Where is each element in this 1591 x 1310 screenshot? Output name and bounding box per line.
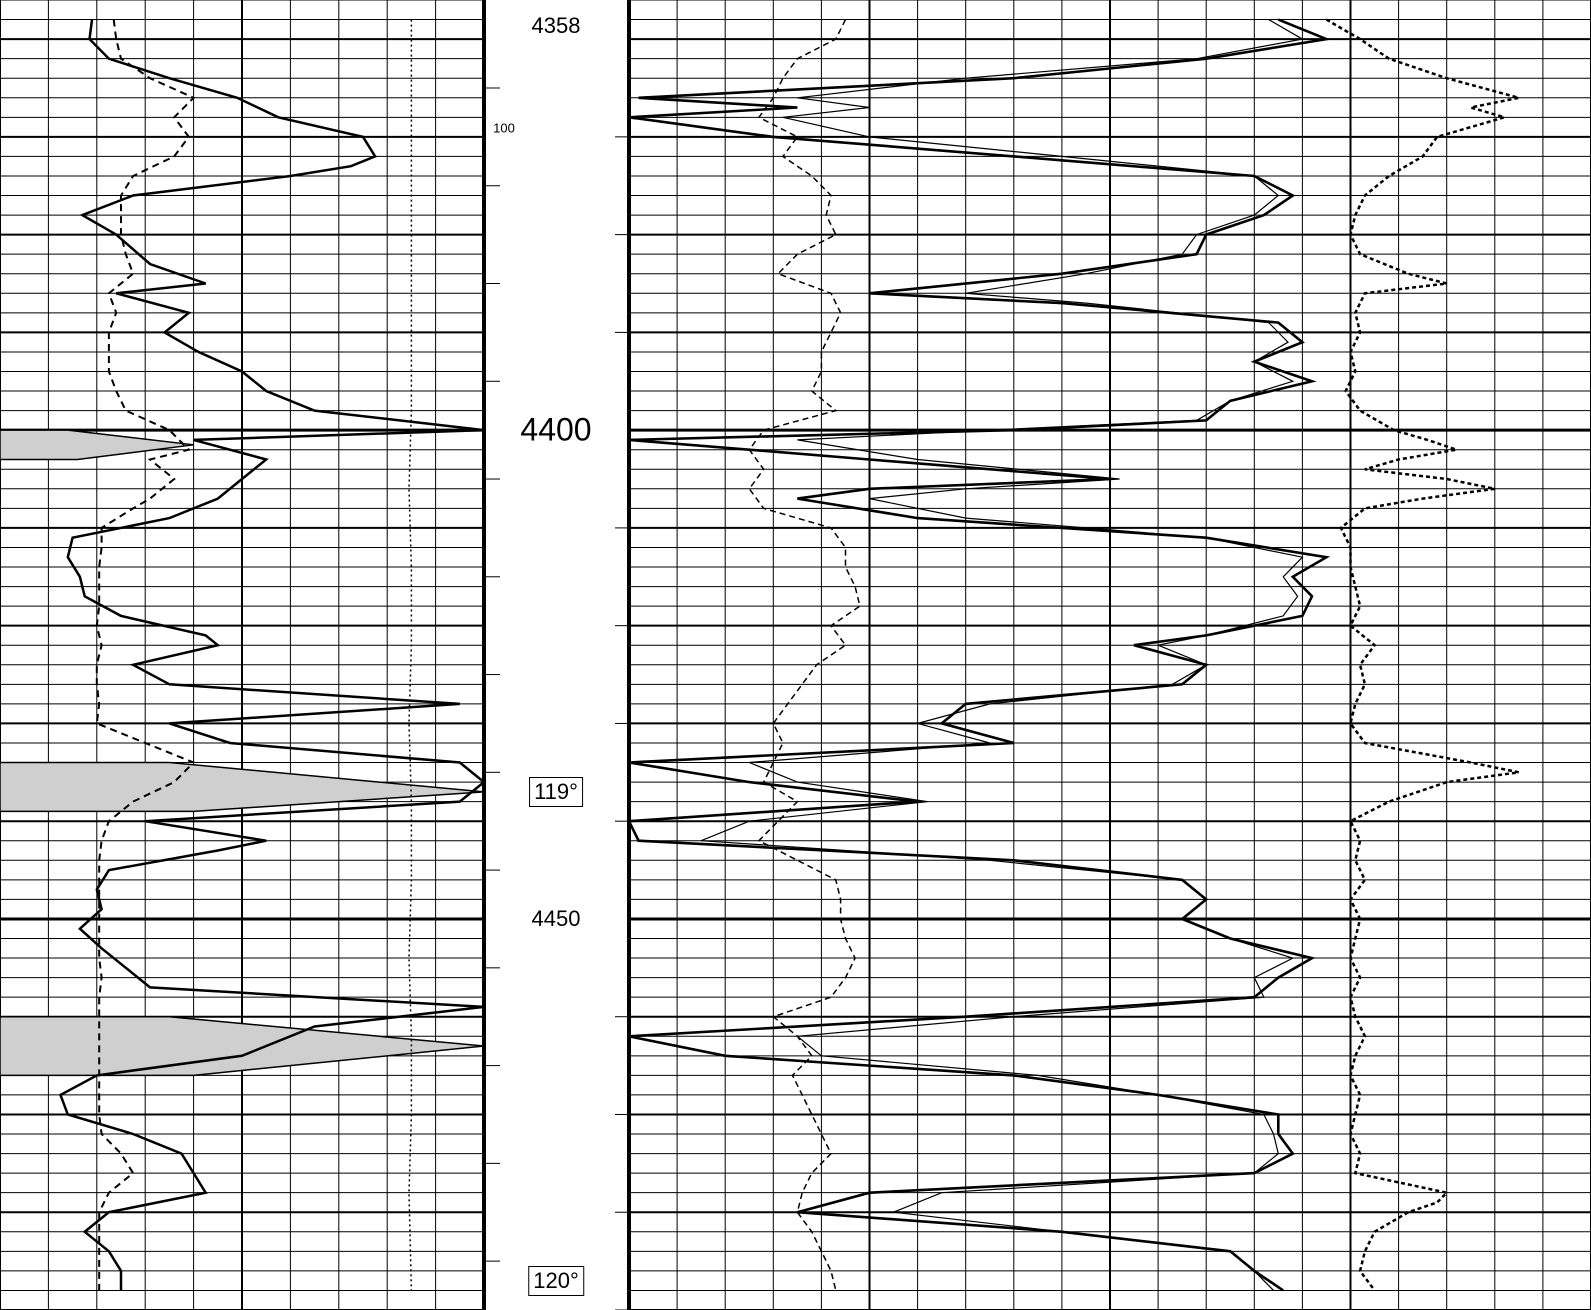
track-1-shaded-zones <box>0 429 485 1077</box>
track-1-grid <box>0 0 485 1310</box>
track2-heavy-curve <box>626 18 1332 1292</box>
shaded-zone <box>0 1015 485 1077</box>
depth-ticks <box>484 87 629 1310</box>
track-1-curves <box>58 19 486 1291</box>
track1-solid-curve <box>58 19 486 1291</box>
scale-label: 100 <box>493 120 515 136</box>
depth-label-4400: 4400 <box>520 411 592 448</box>
shaded-zone <box>0 761 485 813</box>
temperature-label: 120° <box>528 1265 584 1296</box>
depth-label-4450: 4450 <box>531 905 581 931</box>
track-borders <box>482 0 631 1310</box>
track-2-curves <box>626 18 1520 1292</box>
depth-label-4358: 4358 <box>531 13 581 38</box>
temperature-label: 119° <box>529 776 583 807</box>
track1-dotted-curve <box>408 19 413 1291</box>
track2-dashed-curve <box>748 19 861 1291</box>
shaded-zone <box>0 429 194 461</box>
track-2-grid <box>628 0 1591 1310</box>
track2-dotted-curve <box>1325 18 1520 1292</box>
track2-thin-curve <box>700 19 1305 1291</box>
